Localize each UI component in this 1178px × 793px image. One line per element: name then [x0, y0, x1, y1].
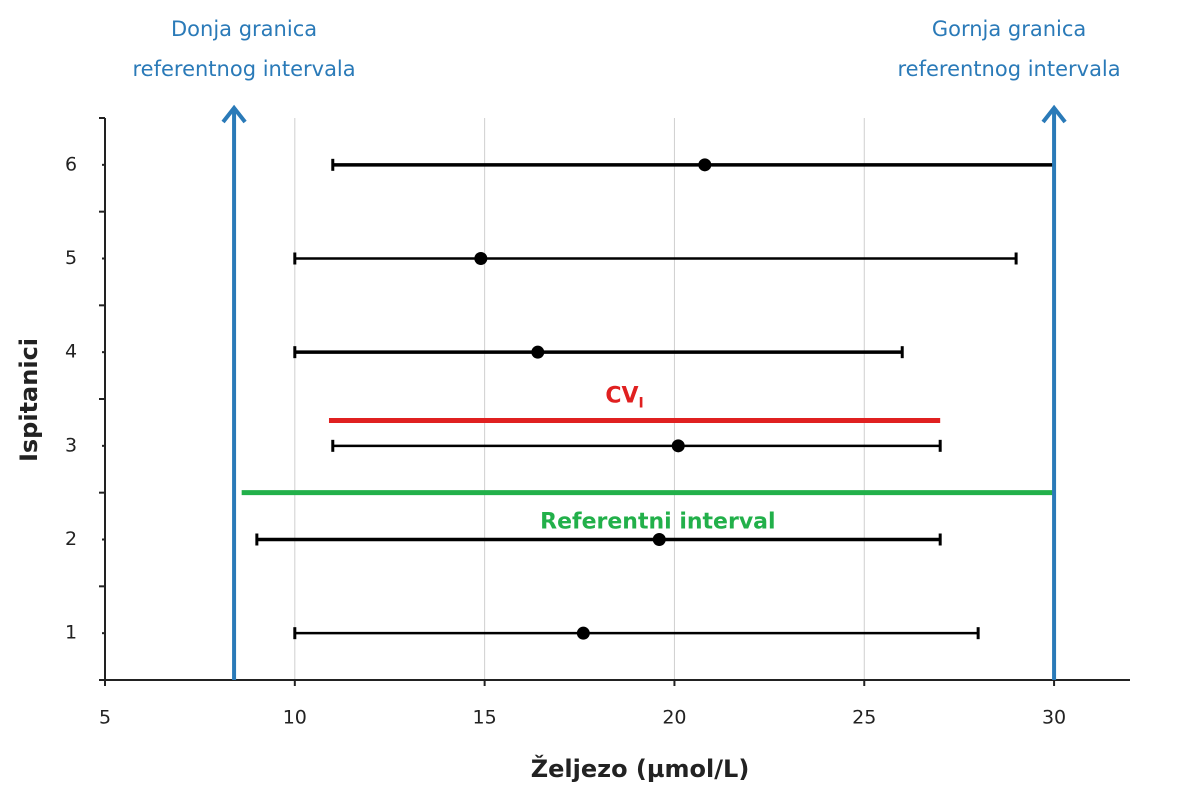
- mean-point: [531, 345, 545, 359]
- limit-arrowhead: [1041, 104, 1067, 124]
- limit-label: Gornja granica: [932, 17, 1086, 41]
- cv-label: CVI: [605, 384, 643, 412]
- x-tick-label: 25: [852, 707, 876, 729]
- mean-point: [576, 626, 590, 640]
- y-tick-label: 2: [65, 528, 77, 550]
- y-tick-label: 6: [65, 153, 77, 175]
- x-tick-label: 30: [1042, 707, 1066, 729]
- limit-label: Donja granica: [171, 17, 317, 41]
- x-axis-title: Željezo (µmol/L): [531, 754, 750, 783]
- limit-label: referentnog intervala: [898, 57, 1121, 81]
- mean-point: [671, 439, 685, 453]
- x-tick-label: 20: [662, 707, 686, 729]
- cv-label-subscript: I: [639, 396, 644, 412]
- x-tick-label: 15: [473, 707, 497, 729]
- limit-label: referentnog intervala: [133, 57, 356, 81]
- reference-interval-label: Referentni interval: [540, 510, 775, 535]
- y-axis-title: Ispitanici: [15, 338, 43, 462]
- mean-point: [652, 533, 666, 546]
- y-tick-label: 5: [65, 247, 77, 269]
- y-tick-label: 1: [65, 622, 77, 644]
- y-tick-label: 3: [65, 434, 77, 456]
- y-tick-label: 4: [65, 341, 77, 363]
- mean-point: [474, 252, 488, 265]
- x-tick-label: 5: [99, 707, 111, 729]
- cv-label-main: CV: [605, 384, 638, 409]
- limit-arrowhead: [221, 104, 247, 124]
- mean-point: [698, 158, 712, 172]
- x-tick-label: 10: [283, 707, 307, 729]
